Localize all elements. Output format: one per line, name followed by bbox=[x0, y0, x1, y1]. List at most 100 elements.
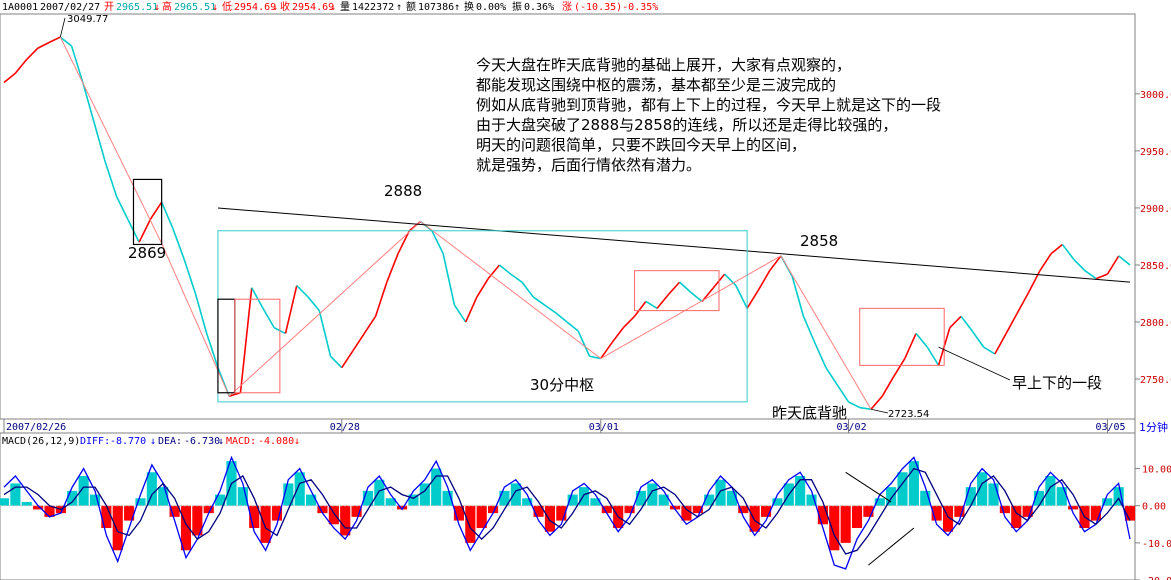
macd-bar bbox=[10, 483, 21, 506]
price-segment bbox=[724, 273, 737, 287]
macd-axis: 10.00 0.00 -10.00 -20.00 bbox=[1135, 465, 1171, 580]
macd-bar bbox=[715, 479, 726, 506]
macd-bar bbox=[874, 498, 885, 506]
price-segment bbox=[149, 201, 163, 220]
price-segment bbox=[476, 278, 489, 298]
macd-legend-name: MACD(26,12,9) bbox=[2, 436, 80, 447]
header-turnover-label: 换 bbox=[464, 0, 474, 13]
date-tick-label: 03/01 bbox=[589, 422, 619, 433]
date-tick-label: 03/02 bbox=[837, 422, 867, 433]
macd-bar bbox=[112, 505, 123, 551]
price-segment bbox=[104, 162, 118, 197]
macd-bar bbox=[977, 472, 988, 506]
macd-bar bbox=[817, 505, 828, 525]
price-segment bbox=[93, 122, 107, 163]
price-segment bbox=[307, 296, 320, 312]
stroke-line bbox=[780, 255, 872, 410]
price-segment bbox=[498, 264, 512, 275]
commentary-line-3: 例如从底背驰到顶背驰，都有上下上的过程，今天早上就是这下的一段 bbox=[476, 96, 941, 114]
price-segment bbox=[813, 342, 827, 368]
header-high-label: 高 bbox=[162, 0, 172, 13]
macd-bar bbox=[306, 494, 317, 506]
price-segment bbox=[757, 270, 771, 291]
macd-tick-label: -10.00 bbox=[1142, 539, 1171, 550]
price-segment bbox=[656, 294, 669, 309]
price-segment bbox=[1084, 270, 1097, 280]
macd-bar bbox=[760, 505, 772, 517]
price-segment bbox=[228, 391, 241, 397]
macd-bar bbox=[681, 505, 692, 521]
price-segment bbox=[3, 72, 16, 84]
price-segment bbox=[994, 333, 1007, 355]
macd-bar bbox=[1033, 490, 1045, 506]
header-low-arrow: ↓ bbox=[272, 2, 278, 13]
price-segment bbox=[1073, 258, 1086, 272]
price-segment bbox=[138, 218, 152, 243]
price-segment bbox=[1005, 312, 1019, 334]
macd-bar bbox=[1011, 505, 1022, 528]
macd-bar bbox=[431, 468, 442, 506]
macd-bar bbox=[510, 483, 521, 506]
macd-bar bbox=[738, 505, 749, 514]
macd-bar bbox=[1045, 476, 1056, 506]
macd-bar bbox=[624, 505, 635, 514]
macd-bar bbox=[78, 476, 89, 506]
price-segment bbox=[48, 36, 61, 44]
macd-bar bbox=[33, 505, 44, 510]
label-bottom-divergence: 昨天底背驰 bbox=[772, 404, 847, 422]
macd-bar bbox=[237, 487, 248, 506]
macd-bar bbox=[931, 505, 942, 521]
macd-bar bbox=[499, 490, 510, 506]
price-segment bbox=[611, 327, 624, 344]
macd-bar bbox=[1090, 505, 1101, 521]
macd-bar bbox=[840, 505, 851, 543]
header-open-arrow: ↓ bbox=[154, 2, 160, 13]
price-segment bbox=[1016, 291, 1030, 314]
macd-bar bbox=[954, 505, 965, 517]
commentary-line-4: 由于大盘突破了2888与2858的连线，所以还是走得比较强的， bbox=[476, 116, 897, 134]
stroke-line bbox=[59, 36, 163, 244]
sub-zone-box bbox=[859, 307, 945, 366]
pivot-zone-box bbox=[217, 230, 748, 403]
price-segment bbox=[802, 316, 816, 343]
price-segment bbox=[769, 255, 782, 272]
price-segment bbox=[983, 346, 996, 355]
price-segment bbox=[70, 45, 84, 83]
price-segment bbox=[746, 289, 760, 309]
price-tick-label: 2950.00 bbox=[1140, 147, 1171, 158]
header-amount: 107386 bbox=[418, 2, 454, 13]
header-volume: 1422372 bbox=[352, 2, 394, 13]
macd-divergence-line bbox=[845, 471, 892, 503]
price-segment bbox=[825, 367, 838, 386]
price-segment bbox=[115, 196, 129, 220]
price-segment bbox=[172, 228, 185, 260]
price-segment bbox=[160, 201, 174, 229]
macd-series bbox=[0, 455, 1136, 570]
price-segment bbox=[397, 230, 411, 254]
macd-bar bbox=[635, 490, 646, 506]
price-segment bbox=[487, 264, 501, 280]
low-leader bbox=[870, 408, 889, 414]
macd-bar bbox=[749, 505, 760, 532]
macd-bar bbox=[886, 487, 897, 506]
macd-macd-value: -4.080 bbox=[258, 436, 294, 447]
commentary-line-2: 都能发现这围绕中枢的震荡，基本都至少是三波完成的 bbox=[476, 76, 836, 94]
price-segment bbox=[1039, 253, 1052, 272]
price-segment bbox=[949, 315, 962, 329]
price-segment bbox=[915, 332, 928, 348]
label-2888: 2888 bbox=[384, 182, 422, 200]
peak-label: 3049.77 bbox=[67, 14, 108, 25]
macd-bar bbox=[488, 505, 499, 514]
price-segment bbox=[577, 330, 591, 357]
macd-bar bbox=[578, 487, 590, 506]
macd-bar bbox=[283, 483, 294, 506]
macd-bar bbox=[340, 505, 351, 536]
period-label[interactable]: 1分钟 bbox=[1139, 420, 1168, 434]
price-segment bbox=[352, 332, 365, 351]
macd-macd-label: MACD: bbox=[226, 436, 256, 447]
header-date: 2007/02/27 bbox=[40, 2, 100, 13]
macd-divergence-line bbox=[868, 527, 915, 566]
price-segment bbox=[667, 281, 681, 296]
price-segment bbox=[836, 384, 850, 403]
